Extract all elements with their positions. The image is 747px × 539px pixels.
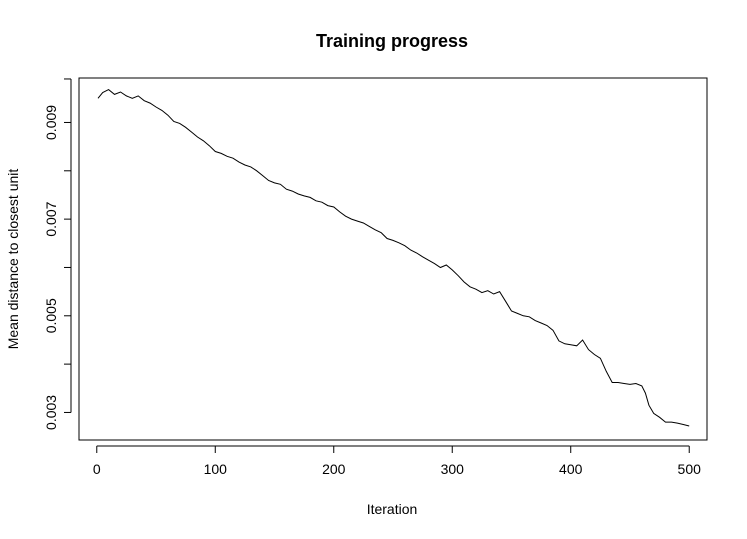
x-tick-label: 400 [559,461,583,477]
x-tick-label: 100 [204,461,228,477]
x-axis: 0 100 200 300 400 500 [93,445,702,477]
y-tick-label: 0.005 [43,298,59,333]
y-axis-label: Mean distance to closest unit [5,169,21,350]
x-tick-label: 300 [441,461,465,477]
y-tick-label: 0.003 [43,395,59,430]
y-axis: 0.003 0.005 0.007 0.009 [43,78,72,430]
x-tick-label: 500 [678,461,702,477]
y-tick-label: 0.009 [43,105,59,140]
chart-title: Training progress [316,31,468,51]
y-tick-label: 0.007 [43,201,59,236]
x-axis-label: Iteration [367,501,418,517]
series-line [97,89,690,427]
x-tick-label: 0 [93,461,101,477]
x-tick-label: 200 [322,461,346,477]
plot-box [78,77,708,441]
